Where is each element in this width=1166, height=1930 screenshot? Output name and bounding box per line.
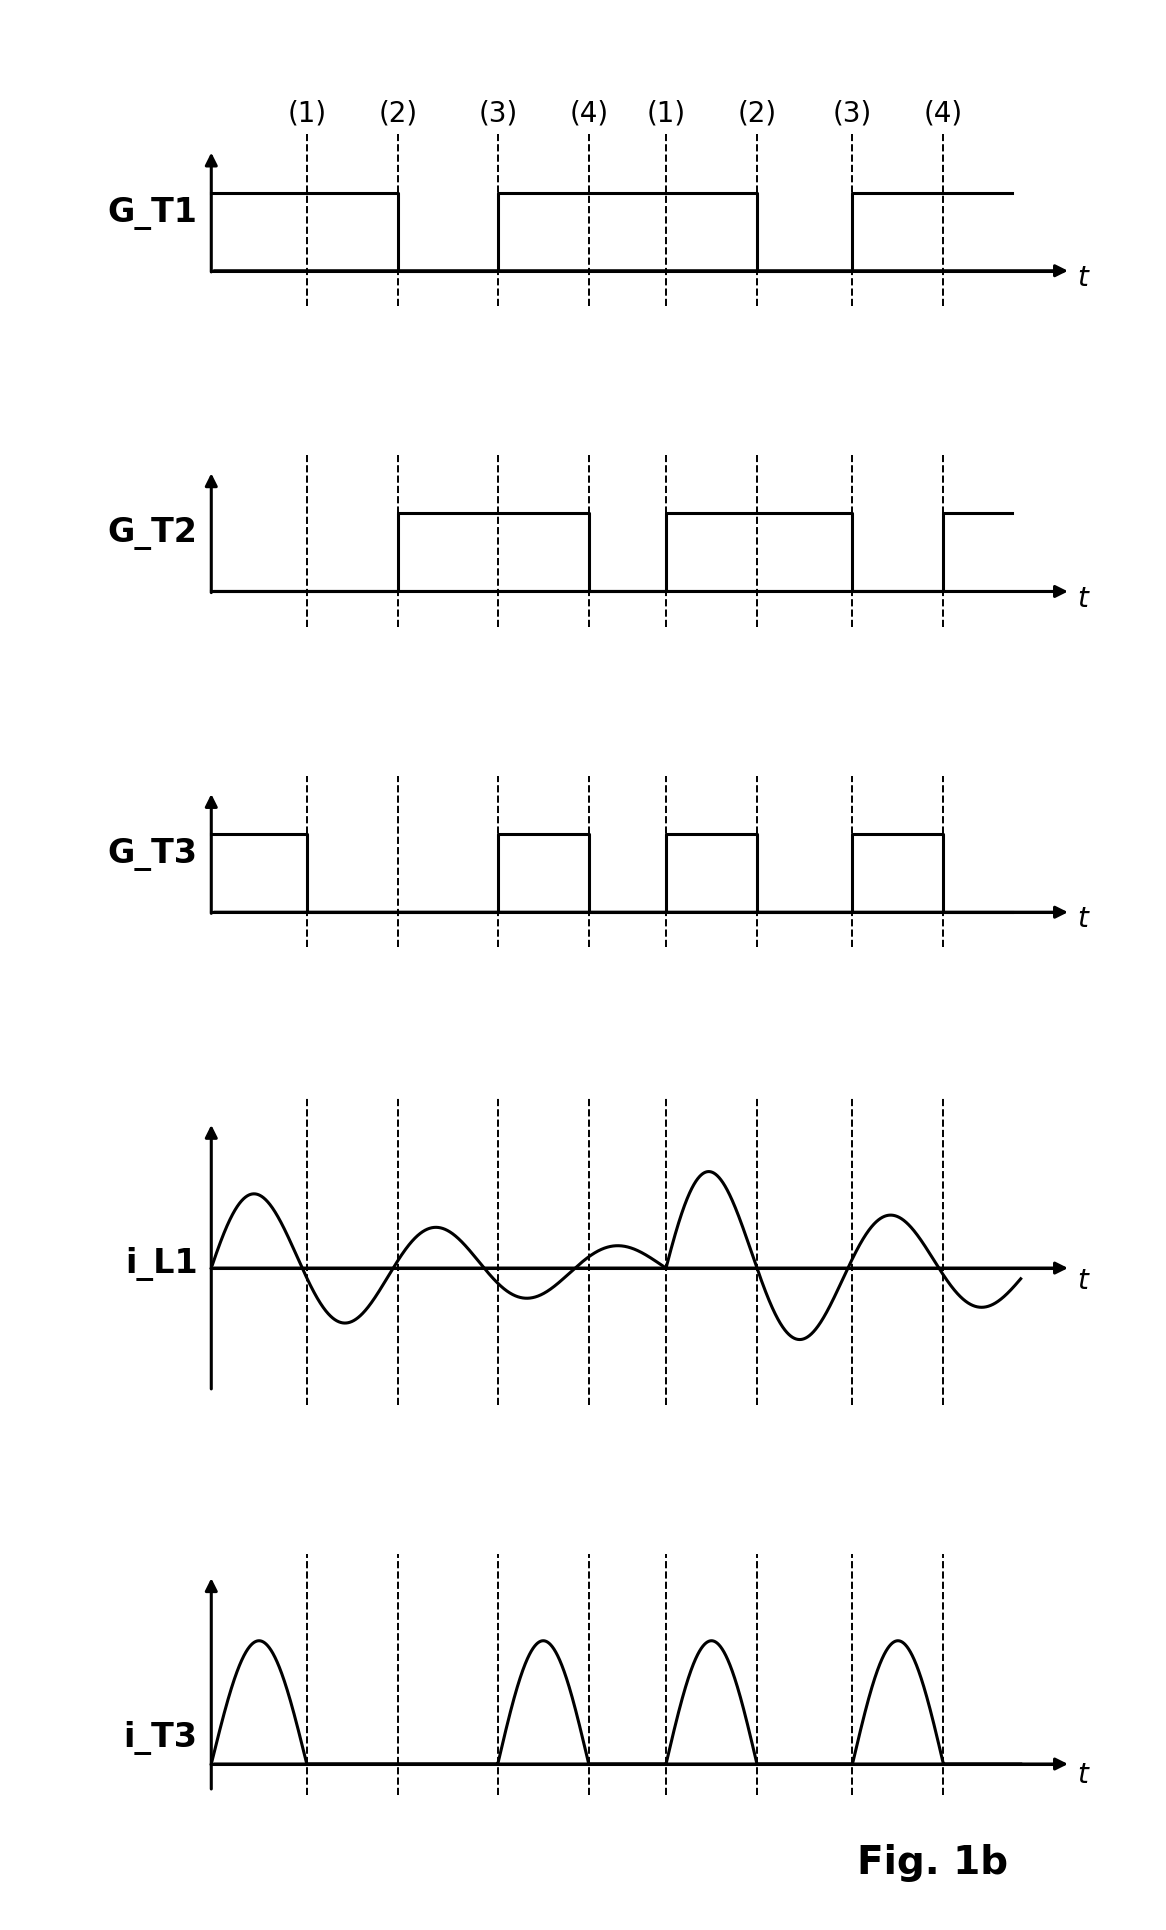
Text: (4): (4): [569, 98, 609, 127]
Text: G_T2: G_T2: [107, 517, 198, 550]
Text: t: t: [1077, 1266, 1088, 1295]
Text: t: t: [1077, 585, 1088, 612]
Text: (3): (3): [478, 98, 518, 127]
Text: (1): (1): [287, 98, 326, 127]
Text: t: t: [1077, 1760, 1088, 1787]
Text: Fig. 1b: Fig. 1b: [857, 1843, 1009, 1882]
Text: (2): (2): [378, 98, 417, 127]
Text: (4): (4): [923, 98, 963, 127]
Text: t: t: [1077, 905, 1088, 932]
Text: (1): (1): [646, 98, 686, 127]
Text: t: t: [1077, 264, 1088, 291]
Text: (2): (2): [737, 98, 777, 127]
Text: G_T1: G_T1: [107, 197, 198, 230]
Text: i_L1: i_L1: [125, 1247, 198, 1280]
Text: G_T3: G_T3: [107, 838, 198, 870]
Text: i_T3: i_T3: [124, 1720, 198, 1754]
Text: (3): (3): [833, 98, 872, 127]
